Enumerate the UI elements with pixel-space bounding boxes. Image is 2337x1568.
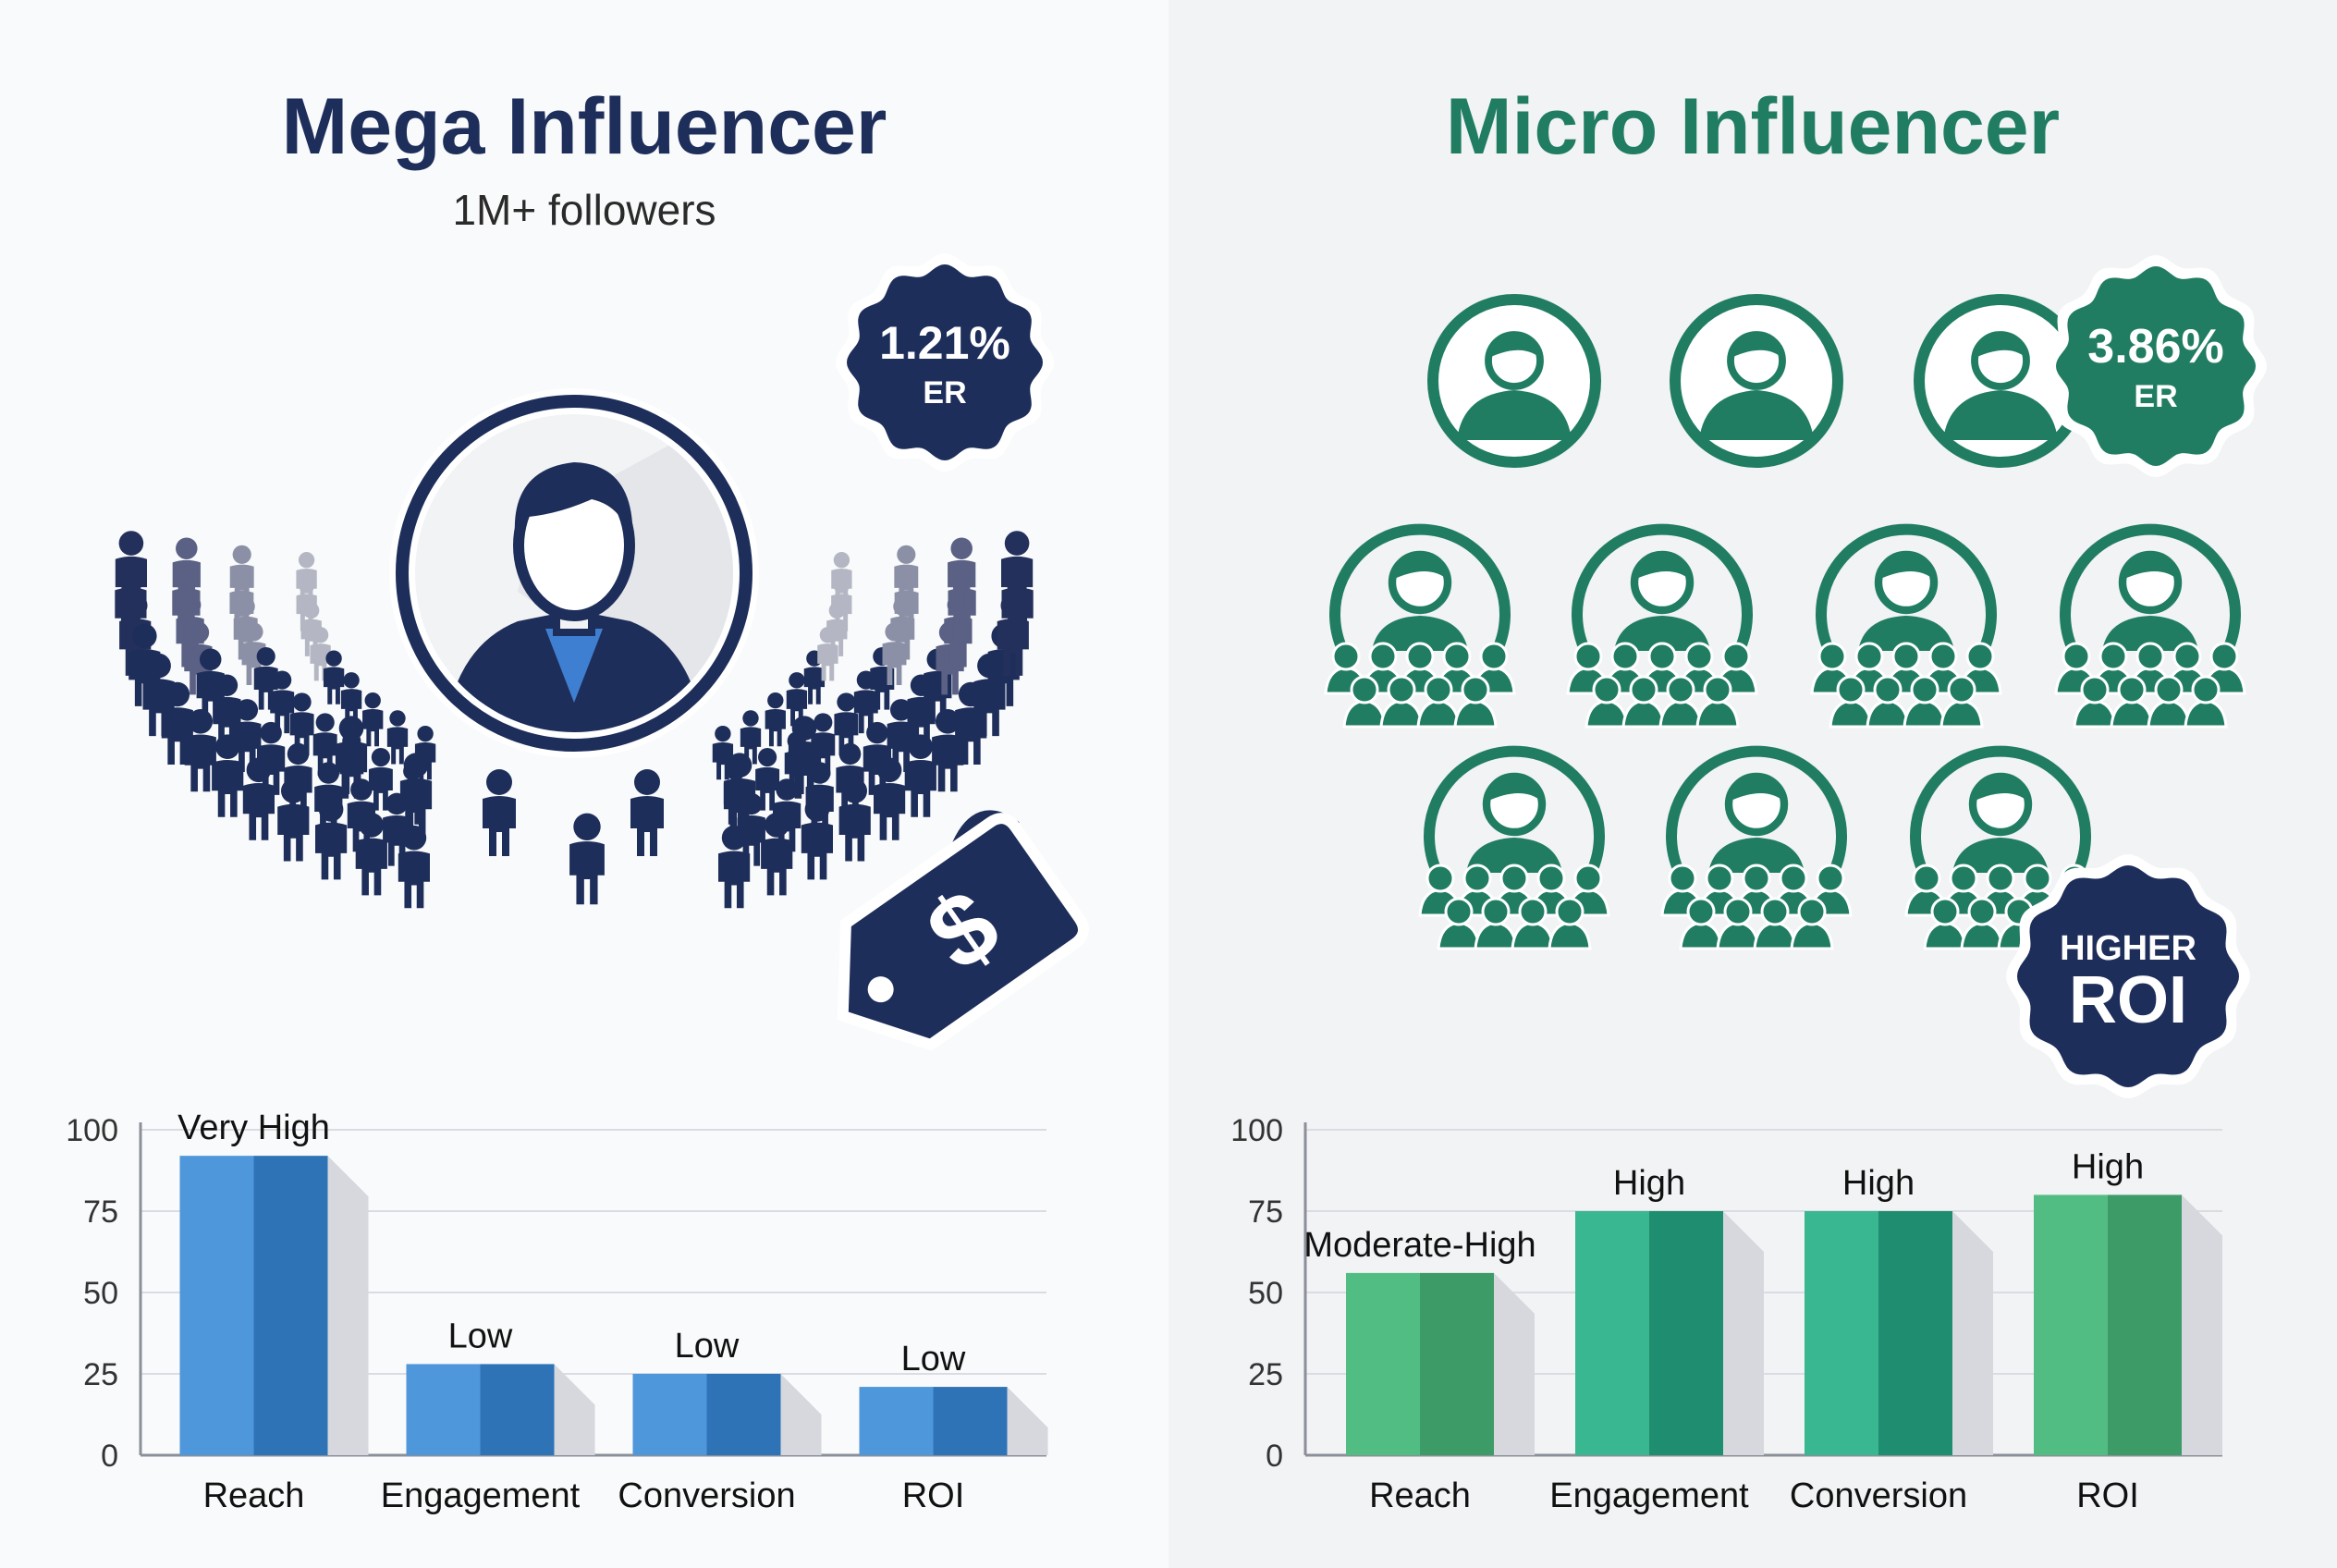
bar-shade — [253, 1156, 328, 1455]
bar — [406, 1364, 481, 1455]
bar-shade — [1420, 1272, 1494, 1455]
x-tick-label: ROI — [2076, 1476, 2139, 1515]
y-tick-label: 0 — [1266, 1439, 1283, 1474]
data-label: Moderate-High — [1303, 1226, 1536, 1265]
er-value: 3.86% — [2087, 320, 2223, 374]
community-icon — [1418, 745, 1610, 950]
bar — [1346, 1272, 1420, 1455]
x-tick-label: ROI — [902, 1476, 965, 1515]
x-tick-label: Conversion — [1790, 1476, 1967, 1515]
bar-shade — [706, 1374, 781, 1455]
community-icon — [1810, 523, 2002, 729]
community-icon — [1566, 523, 1758, 729]
bar — [179, 1156, 254, 1455]
higher-roi-badge: HIGHER ROI — [2006, 854, 2250, 1098]
bar-shadow — [1952, 1211, 1993, 1455]
mega-subtitle: 1M+ followers — [452, 186, 716, 234]
bar-shade — [2108, 1194, 2182, 1455]
bar-shade — [1878, 1211, 1952, 1455]
data-label: High — [1613, 1164, 1685, 1203]
bar-shadow — [780, 1374, 822, 1455]
bar-shadow — [1494, 1272, 1535, 1455]
mega-bar-chart: 0 25 50 75 100 Very High Reach Low Engagement Low… — [66, 1109, 1048, 1515]
data-label: Low — [901, 1340, 966, 1378]
y-tick-label: 100 — [1230, 1113, 1283, 1148]
community-icon — [1660, 745, 1853, 950]
mega-influencer-panel: Mega Influencer 1M+ followers — [0, 0, 1168, 1568]
y-tick-label: 100 — [66, 1113, 118, 1148]
roi-badge-line1: HIGHER — [2060, 929, 2196, 968]
mega-illustration: 1.21% ER $ — [115, 253, 1089, 1051]
bar — [632, 1374, 707, 1455]
engagement-rate-badge: 3.86% ER — [2045, 255, 2267, 477]
bar — [1805, 1211, 1878, 1455]
community-icon — [2054, 523, 2246, 729]
data-label: Low — [675, 1327, 740, 1366]
micro-bar-chart: 0 25 50 75 100 Moderate-High Reach High Engageme… — [1230, 1113, 2222, 1515]
community-icon — [1324, 523, 1516, 729]
x-tick-label: Engagement — [381, 1476, 581, 1515]
bar-shadow — [2182, 1194, 2222, 1455]
y-tick-label: 25 — [83, 1357, 118, 1392]
bar-shade — [480, 1364, 555, 1455]
bar — [1575, 1211, 1649, 1455]
roi-badge-line2: ROI — [2069, 963, 2187, 1037]
person-circle-icon — [1427, 294, 1601, 468]
engagement-rate-badge: 1.21% ER — [836, 253, 1054, 472]
person-avatar-icon — [389, 388, 759, 758]
y-tick-label: 75 — [83, 1194, 118, 1230]
y-tick-label: 0 — [101, 1439, 118, 1474]
er-label: ER — [2134, 379, 2177, 414]
micro-title: Micro Influencer — [1445, 82, 2061, 171]
bar-shade — [933, 1387, 1008, 1455]
data-label: Low — [448, 1317, 513, 1355]
x-tick-label: Reach — [203, 1476, 305, 1515]
price-tag-icon: $ — [837, 810, 1089, 1051]
bar — [859, 1387, 934, 1455]
bar-shadow — [1723, 1211, 1764, 1455]
y-tick-label: 75 — [1248, 1194, 1283, 1230]
data-label: High — [2072, 1147, 2144, 1186]
person-circle-icon — [1914, 294, 2087, 468]
micro-influencer-panel: Micro Influencer 3.86% ER HIGHER ROI 0 25… — [1168, 0, 2337, 1568]
x-tick-label: Conversion — [618, 1476, 795, 1515]
bar — [2034, 1194, 2108, 1455]
data-label: High — [1842, 1164, 1915, 1203]
y-tick-label: 50 — [83, 1276, 118, 1311]
bar-shadow — [554, 1364, 595, 1455]
person-circle-icon — [1670, 294, 1843, 468]
mega-title: Mega Influencer — [281, 82, 887, 171]
x-tick-label: Engagement — [1549, 1476, 1749, 1515]
data-label: Very High — [177, 1109, 330, 1147]
y-tick-label: 25 — [1248, 1357, 1283, 1392]
bar-shadow — [1007, 1387, 1048, 1455]
micro-illustration: 3.86% ER HIGHER ROI — [1324, 255, 2267, 1098]
x-tick-label: Reach — [1369, 1476, 1471, 1515]
er-label: ER — [923, 375, 966, 410]
er-value: 1.21% — [879, 317, 1010, 369]
bar-shadow — [327, 1156, 369, 1455]
bar-shade — [1649, 1211, 1723, 1455]
y-tick-label: 50 — [1248, 1276, 1283, 1311]
